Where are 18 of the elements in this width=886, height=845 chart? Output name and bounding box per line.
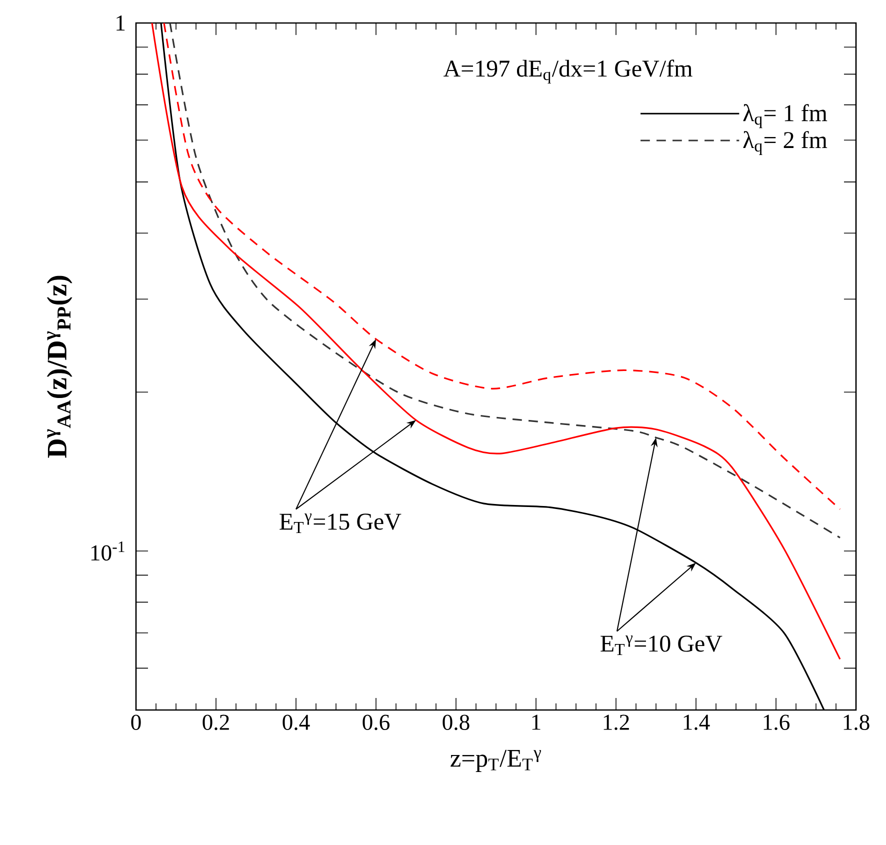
legend-label: λ$_{q}$= 2 fm (743, 131, 828, 155)
x-tick-label: 1.2 (604, 714, 629, 730)
annotation: E$_{T}$$^{γ}$=10 GeV (600, 635, 722, 656)
y-axis-title: D$^{γ}$$_{AA}$(z)/D$^{γ}$$_{PP}$(z) (46, 276, 72, 458)
x-tick-label: 1.8 (844, 714, 870, 730)
x-tick-label: 1.4 (684, 714, 710, 730)
x-tick-label: 0.2 (202, 714, 229, 730)
legend-title: A=197 dE$_{q}$/dx=1 GeV/fm (444, 60, 692, 84)
annotation: E$_{T}$$^{γ}$=15 GeV (280, 513, 402, 534)
y-tick-label: 10$^{-1}$ (91, 542, 124, 561)
x-tick-label: 0.8 (442, 714, 470, 730)
legend-label: λ$_{q}$= 1 fm (743, 104, 828, 128)
x-tick-label: 1.6 (764, 714, 790, 730)
x-tick-label: 0.6 (362, 714, 390, 730)
x-axis-title: z=p$_{T}$/E$_{T}$γ (450, 750, 542, 772)
x-tick-label: 1 (532, 714, 540, 730)
x-tick-label: 0.4 (282, 714, 310, 730)
x-tick-label: 0 (131, 714, 141, 730)
